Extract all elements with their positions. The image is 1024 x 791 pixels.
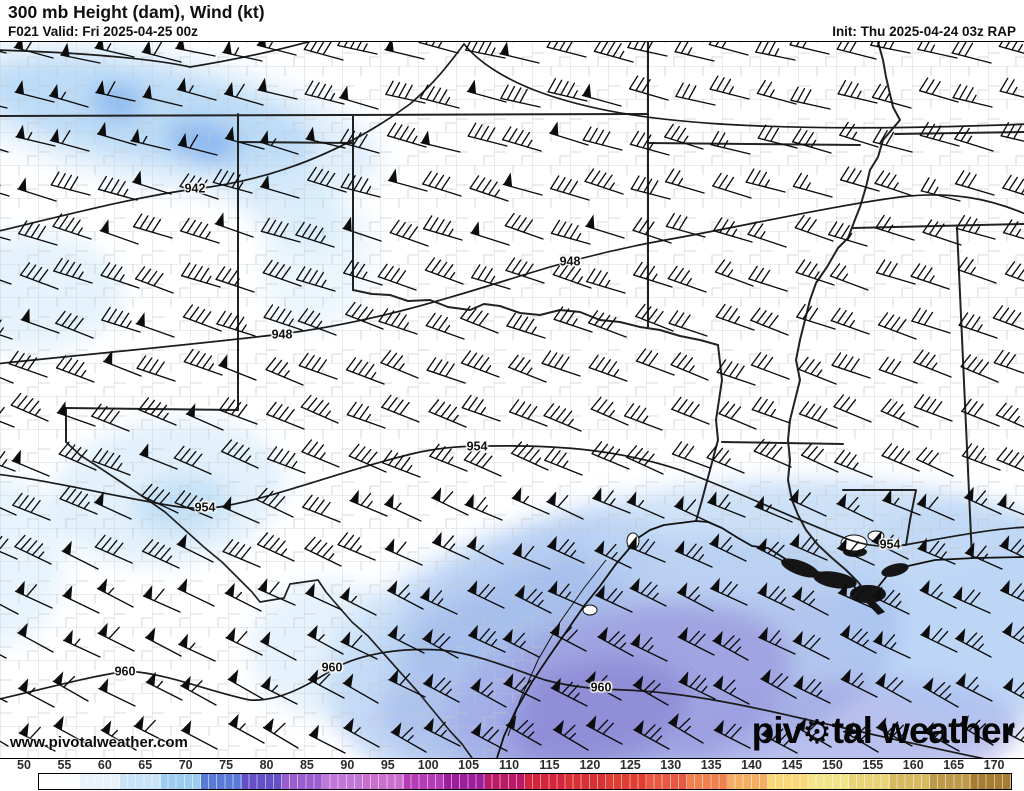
colorbar-tick: 70 bbox=[178, 758, 193, 772]
colorbar-segment bbox=[970, 774, 1011, 789]
height-contours bbox=[0, 42, 1024, 758]
colorbar-tick: 75 bbox=[219, 758, 234, 772]
contour-label-954: 954 bbox=[879, 537, 901, 552]
colorbar-segment bbox=[322, 774, 363, 789]
colorbar-tick: 140 bbox=[741, 758, 762, 772]
contour-label-960: 960 bbox=[114, 664, 136, 679]
colorbar-segment bbox=[525, 774, 566, 789]
header: 300 mb Height (dam), Wind (kt) F021 Vali… bbox=[0, 0, 1024, 42]
colorbar-tick: 145 bbox=[781, 758, 803, 772]
map-canvas[interactable]: 942 948 948 954 954 954 960 960 960 www.pivotalw… bbox=[0, 42, 1024, 758]
wind-barbs bbox=[0, 42, 1024, 754]
map-title: 300 mb Height (dam), Wind (kt) bbox=[8, 2, 265, 22]
colorbar-segment bbox=[241, 774, 282, 789]
colorbar-segment bbox=[282, 774, 323, 789]
colorbar-segment bbox=[403, 774, 444, 789]
colorbar-tick: 65 bbox=[138, 758, 153, 772]
colorbar: 50 55 60 65 70 75 80 85 90 95 100 105 110 115 120 125 13… bbox=[0, 758, 1024, 791]
gear-icon: ⚙ bbox=[802, 712, 832, 751]
colorbar-segment bbox=[39, 774, 80, 789]
colorbar-tick: 50 bbox=[17, 758, 31, 772]
colorbar-segment bbox=[120, 774, 161, 789]
colorbar-tick: 170 bbox=[983, 758, 1005, 772]
colorbar-tick: 55 bbox=[57, 758, 72, 772]
colorbar-tick: 150 bbox=[821, 758, 843, 772]
colorbar-segment bbox=[889, 774, 930, 789]
logo-text-right: tal weather bbox=[831, 710, 1015, 751]
colorbar-segment bbox=[646, 774, 687, 789]
colorbar-tick: 160 bbox=[902, 758, 924, 772]
colorbar-tick-labels: 50 55 60 65 70 75 80 85 90 95 100 105 110 115 120 125 13… bbox=[0, 758, 1024, 773]
colorbar-segment bbox=[727, 774, 768, 789]
colorbar-segment bbox=[565, 774, 606, 789]
forecast-valid-label: F021 Valid: Fri 2025-04-25 00z bbox=[8, 24, 198, 39]
watermark: www.pivotalweather.com bbox=[10, 734, 188, 751]
model-init-label: Init: Thu 2025-04-24 03z RAP bbox=[832, 24, 1016, 39]
colorbar-segment bbox=[363, 774, 404, 789]
colorbar-tick: 80 bbox=[259, 758, 274, 772]
colorbar-tick: 120 bbox=[579, 758, 601, 772]
weather-map-graphic bbox=[0, 42, 1024, 758]
contour-label-954: 954 bbox=[466, 439, 488, 454]
colorbar-gradient bbox=[38, 773, 1012, 790]
colorbar-tick: 85 bbox=[299, 758, 314, 772]
colorbar-tick: 115 bbox=[539, 758, 560, 772]
colorbar-segment bbox=[687, 774, 728, 789]
colorbar-segment bbox=[808, 774, 849, 789]
colorbar-tick: 135 bbox=[700, 758, 722, 772]
contour-label-942: 942 bbox=[184, 181, 206, 196]
colorbar-tick: 125 bbox=[619, 758, 641, 772]
colorbar-segment bbox=[444, 774, 485, 789]
colorbar-segment bbox=[606, 774, 647, 789]
colorbar-tick: 105 bbox=[458, 758, 480, 772]
contour-label-948: 948 bbox=[271, 327, 293, 342]
colorbar-tick: 110 bbox=[498, 758, 520, 772]
colorbar-tick: 165 bbox=[943, 758, 965, 772]
contour-label-954: 954 bbox=[194, 500, 216, 515]
logo-text-left: piv bbox=[751, 710, 803, 751]
colorbar-tick: 95 bbox=[380, 758, 395, 772]
colorbar-tick: 90 bbox=[340, 758, 355, 772]
colorbar-segment bbox=[484, 774, 525, 789]
colorbar-segment bbox=[849, 774, 890, 789]
colorbar-segment bbox=[79, 774, 120, 789]
colorbar-tick: 100 bbox=[417, 758, 439, 772]
contour-label-948: 948 bbox=[559, 254, 581, 269]
colorbar-tick: 155 bbox=[862, 758, 884, 772]
colorbar-segment bbox=[160, 774, 201, 789]
colorbar-segment bbox=[930, 774, 971, 789]
contour-label-960: 960 bbox=[590, 680, 612, 695]
pivotal-weather-logo: piv⚙tal weather bbox=[751, 710, 1015, 752]
colorbar-segment bbox=[768, 774, 809, 789]
colorbar-tick: 60 bbox=[97, 758, 112, 772]
contour-label-960: 960 bbox=[321, 660, 343, 675]
colorbar-tick: 130 bbox=[660, 758, 682, 772]
colorbar-segment bbox=[201, 774, 242, 789]
